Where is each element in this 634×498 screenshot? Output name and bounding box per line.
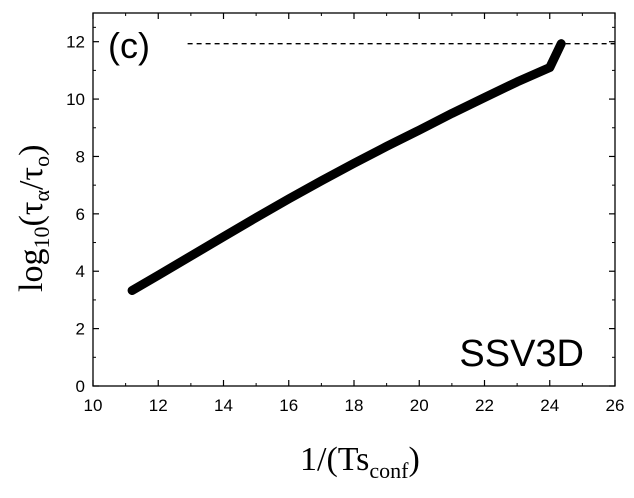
tick-marks — [92, 13, 616, 387]
x-axis-title-close: ) — [409, 441, 420, 478]
x-tick-label: 14 — [214, 396, 233, 415]
x-axis-title-sub: conf — [369, 458, 409, 483]
x-axis-title-main: 1/(Ts — [300, 441, 369, 478]
y-axis-title-close: ) — [13, 145, 50, 156]
x-axis-title: 1/(Tsconf) — [300, 441, 420, 483]
x-tick-label: 12 — [149, 396, 168, 415]
y-tick-label: 0 — [76, 377, 85, 396]
x-tick-label: 20 — [410, 396, 429, 415]
y-tick-label: 4 — [76, 262, 85, 281]
y-tick-label: 12 — [66, 33, 85, 52]
x-tick-label: 16 — [279, 396, 298, 415]
panel-label: (c) — [108, 25, 150, 66]
x-tick-label: 18 — [345, 396, 364, 415]
y-axis-title-alpha: α — [29, 190, 54, 202]
x-tick-label: 24 — [540, 396, 559, 415]
y-axis-title: log10(τα/τo) — [13, 145, 54, 292]
y-tick-label: 10 — [66, 90, 85, 109]
y-tick-label: 2 — [76, 320, 85, 339]
x-tick-label: 22 — [475, 396, 494, 415]
x-tick-label: 10 — [84, 396, 103, 415]
y-axis-title-log-sub: 10 — [29, 227, 54, 249]
y-axis-title-slash: /τ — [13, 167, 50, 190]
y-axis-title-log: log — [13, 249, 50, 292]
y-tick-label: 6 — [76, 205, 85, 224]
y-axis-title-o: o — [29, 156, 54, 167]
x-tick-label: 26 — [606, 396, 625, 415]
series-label: SSV3D — [459, 333, 584, 375]
series-line — [127, 39, 566, 295]
y-tick-label: 8 — [76, 147, 85, 166]
y-axis-title-open: (τ — [13, 202, 50, 227]
